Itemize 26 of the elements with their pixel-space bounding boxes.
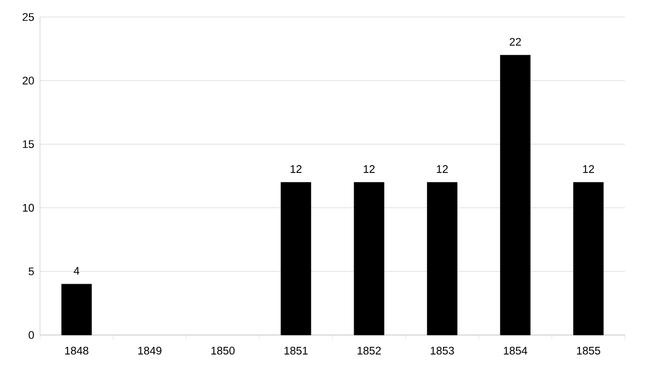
x-tick-label: 1849 <box>138 346 162 355</box>
data-label: 12 <box>290 165 302 173</box>
data-label: 22 <box>510 38 521 46</box>
x-tick-label: 1855 <box>577 346 600 355</box>
bar <box>61 284 92 336</box>
data-label: 12 <box>583 165 594 173</box>
y-tick-label: 20 <box>22 76 34 84</box>
y-tick-label: 15 <box>22 140 34 148</box>
data-label: 4 <box>74 267 80 275</box>
x-tick-label: 1852 <box>358 346 381 355</box>
data-label: 12 <box>436 165 448 173</box>
y-tick-label: 10 <box>22 204 34 212</box>
y-tick-label: 5 <box>28 268 34 276</box>
bar <box>354 182 384 336</box>
x-tick-label: 1848 <box>65 346 88 355</box>
x-tick-label: 1851 <box>284 346 308 355</box>
bar <box>500 54 530 336</box>
bar <box>426 182 458 336</box>
bar <box>573 182 604 336</box>
x-tick-label: 1854 <box>504 346 528 355</box>
y-tick-label: 25 <box>22 13 34 21</box>
y-tick-label: 0 <box>28 331 34 339</box>
x-tick-label: 1853 <box>430 346 454 355</box>
bar <box>280 182 312 336</box>
data-label: 12 <box>364 165 375 173</box>
x-tick-label: 1850 <box>211 346 235 355</box>
